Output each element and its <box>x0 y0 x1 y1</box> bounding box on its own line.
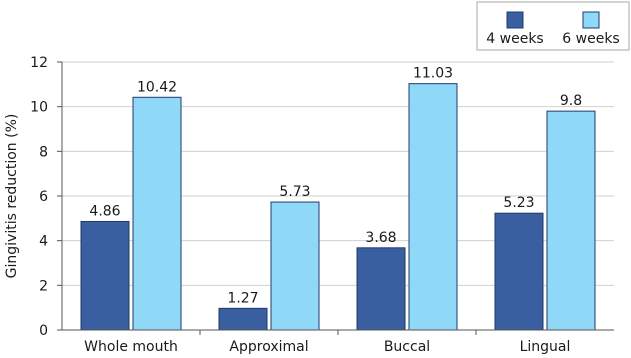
y-tick-label: 8 <box>39 144 48 160</box>
y-tick-label: 4 <box>39 234 48 250</box>
bar-series-1 <box>218 307 268 331</box>
bar-series-1 <box>80 220 130 331</box>
bar-series-1 <box>356 247 406 331</box>
bar-series-1 <box>494 212 544 331</box>
data-label: 3.68 <box>365 230 396 246</box>
x-tick-label: Approximal <box>229 339 308 354</box>
data-label: 11.03 <box>413 66 453 82</box>
data-label: 4.86 <box>89 203 120 219</box>
bar-series-2 <box>546 110 596 331</box>
axes: 0 2 4 6 8 10 12 Whole mouth Approximal Buccal Ling… <box>30 55 614 355</box>
y-tick-label: 10 <box>30 100 48 116</box>
y-tick-label: 6 <box>39 189 48 205</box>
legend-label: 4 weeks <box>486 31 543 47</box>
y-tick-label: 0 <box>39 323 48 339</box>
y-axis-title: Gingivitis reduction (%) <box>4 114 20 279</box>
data-label: 9.8 <box>560 93 582 109</box>
data-label: 5.73 <box>279 184 310 200</box>
x-tick-label: Buccal <box>384 339 430 354</box>
legend-label: 6 weeks <box>562 31 619 47</box>
data-labels: 4.86 10.42 1.27 5.73 3.68 11.03 5.23 9.8 <box>89 66 582 307</box>
y-tick-label: 12 <box>30 55 48 71</box>
bar-series-2 <box>270 201 320 331</box>
x-tick-label: Lingual <box>520 339 571 354</box>
legend-swatch <box>582 11 600 29</box>
x-tick-label: Whole mouth <box>84 339 178 354</box>
bar-series-2 <box>408 83 458 331</box>
data-label: 5.23 <box>503 195 534 211</box>
bars <box>80 83 596 331</box>
legend-box <box>476 1 630 51</box>
legend: 4 weeks 6 weeks <box>476 1 630 51</box>
y-tick-label: 2 <box>39 278 48 294</box>
data-label: 10.42 <box>137 79 177 95</box>
legend-swatch <box>506 11 524 29</box>
bar-series-2 <box>132 96 182 331</box>
data-label: 1.27 <box>227 290 258 306</box>
